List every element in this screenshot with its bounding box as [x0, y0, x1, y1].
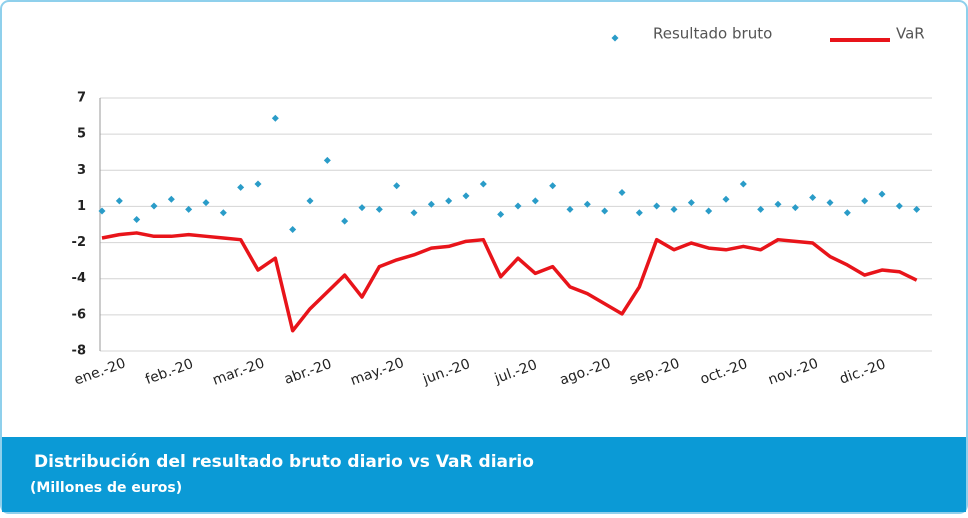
point [479, 180, 487, 188]
y-tick-label: 3 [77, 163, 86, 178]
point [843, 209, 851, 217]
y-tick-label: 7 [77, 91, 86, 106]
point [393, 182, 401, 190]
point [670, 205, 678, 213]
point [531, 197, 539, 205]
legend-marker [611, 34, 619, 42]
point [635, 209, 643, 217]
point [705, 207, 713, 215]
point [618, 188, 626, 196]
point [566, 205, 574, 213]
y-tick-label: -4 [72, 271, 86, 286]
legend-label: Resultado bruto [653, 25, 772, 43]
point [98, 207, 106, 215]
point [445, 197, 453, 205]
point [410, 209, 418, 217]
y-tick-label: -8 [72, 344, 86, 359]
point [185, 205, 193, 213]
point [271, 114, 279, 122]
point [219, 209, 227, 217]
y-tick-label: -6 [72, 307, 86, 322]
legend-label: VaR [896, 25, 925, 43]
point [289, 226, 297, 234]
point [254, 180, 262, 188]
point [427, 200, 435, 208]
point [774, 200, 782, 208]
point [514, 202, 522, 210]
point [306, 197, 314, 205]
point [133, 215, 141, 223]
point [791, 204, 799, 212]
y-tick-label: 1 [77, 199, 86, 214]
y-tick-label: 5 [77, 127, 86, 142]
point [150, 202, 158, 210]
chart-title: Distribución del resultado bruto diario … [34, 452, 534, 472]
point [237, 183, 245, 191]
banner [2, 437, 966, 512]
point [739, 180, 747, 188]
point [202, 199, 210, 207]
point [601, 207, 609, 215]
point [878, 190, 886, 198]
point [722, 195, 730, 203]
point [115, 197, 123, 205]
point [549, 182, 557, 190]
point [861, 197, 869, 205]
y-tick-label: -2 [72, 235, 86, 250]
point [583, 200, 591, 208]
var-line [101, 231, 918, 333]
point [358, 204, 366, 212]
point [895, 202, 903, 210]
point [687, 199, 695, 207]
point [826, 199, 834, 207]
point [757, 205, 765, 213]
point [497, 210, 505, 218]
point [653, 202, 661, 210]
point [809, 194, 817, 202]
point [913, 205, 921, 213]
point [462, 192, 470, 200]
point [167, 195, 175, 203]
point [341, 217, 349, 225]
point [375, 205, 383, 213]
point [323, 156, 331, 164]
chart-subtitle: (Millones de euros) [30, 480, 182, 496]
